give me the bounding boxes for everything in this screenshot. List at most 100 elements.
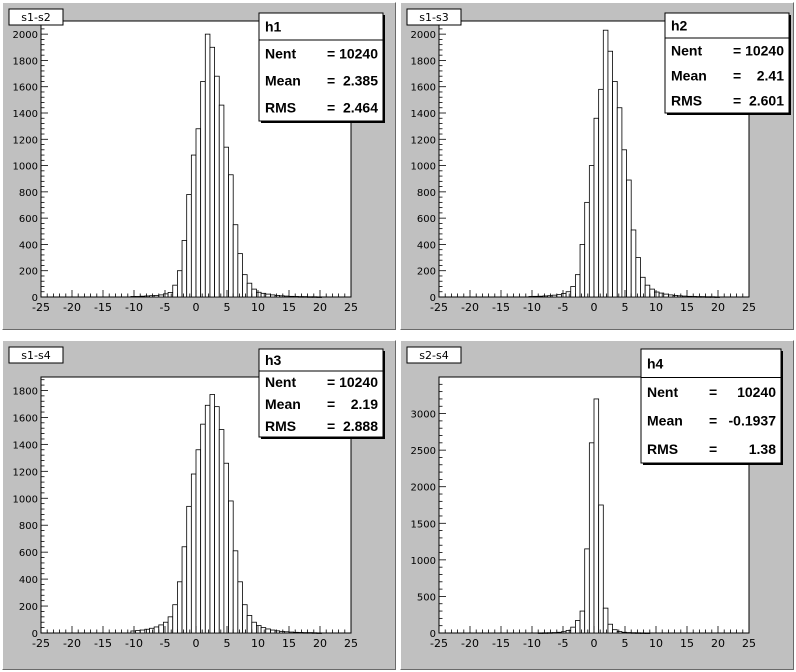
- histogram-bar: [588, 442, 595, 634]
- histogram-bar: [135, 630, 141, 634]
- histogram-bar: [186, 194, 192, 298]
- stats-value: -0.1937: [729, 412, 777, 428]
- histogram-bar: [709, 296, 716, 298]
- histogram-bar: [579, 244, 586, 298]
- stats-label: Nent: [265, 374, 296, 390]
- histogram-bar: [232, 224, 239, 298]
- y-tick-label: 400: [417, 240, 436, 251]
- x-tick-label: 20: [313, 637, 327, 650]
- pad-title: s1-s2: [21, 11, 50, 24]
- histogram-svg: -25 -20 -15 -10 -5 0 5 10 15 20 25 0 200 400 600 800 100…: [406, 8, 791, 314]
- x-tick-label: 0: [193, 637, 200, 650]
- x-tick-label: -25: [430, 301, 448, 314]
- x-tick-label: -25: [32, 301, 50, 314]
- x-tick-label: -20: [461, 637, 479, 650]
- histogram-bar: [556, 631, 562, 634]
- y-tick-label: 1600: [13, 83, 38, 94]
- stats-name: h2: [671, 18, 688, 34]
- histogram-bar: [302, 632, 309, 634]
- histogram-bar: [144, 628, 150, 634]
- stats-label: RMS: [265, 100, 296, 116]
- pad-s1-s3[interactable]: -25 -20 -15 -10 -5 0 5 10 15 20 25 0 200 400 600 800 100…: [400, 2, 794, 330]
- histogram-bar: [223, 146, 229, 298]
- histogram-bar: [288, 295, 295, 298]
- stats-label: Nent: [671, 43, 702, 59]
- y-tick-label: 200: [19, 602, 38, 613]
- y-axis: 0 200 400 600 800 1000 1200 1400 1600 1800 2000: [13, 23, 48, 304]
- histogram-bar: [635, 632, 641, 634]
- histogram-bar: [144, 295, 150, 298]
- y-tick-label: 1800: [13, 386, 38, 397]
- stats-label: Nent: [647, 384, 678, 400]
- x-tick-label: -20: [461, 301, 479, 314]
- y-tick-label: 2500: [411, 446, 436, 457]
- x-tick-label: 0: [193, 301, 200, 314]
- histogram-bar: [630, 632, 637, 634]
- y-tick-label: 1200: [13, 135, 38, 146]
- y-tick-label: 0: [430, 629, 436, 640]
- stats-equals: =: [327, 396, 335, 412]
- x-tick-label: 10: [649, 637, 663, 650]
- x-tick-label: -5: [558, 637, 569, 650]
- x-tick-label: -5: [160, 637, 171, 650]
- y-tick-label: 0: [32, 629, 38, 640]
- y-tick-label: 0: [430, 293, 436, 304]
- histogram-bar: [686, 295, 693, 298]
- x-tick-label: 0: [591, 637, 598, 650]
- y-tick-label: 3000: [411, 410, 436, 421]
- histogram-bar: [644, 632, 651, 634]
- histogram-bar: [700, 296, 707, 298]
- histogram-bar: [542, 632, 548, 634]
- histogram-bar: [621, 149, 627, 298]
- y-tick-label: 2000: [411, 30, 436, 41]
- y-tick-label: 1800: [411, 56, 436, 67]
- stats-box: [640, 348, 782, 464]
- x-tick-label: 5: [224, 301, 231, 314]
- stats-equals: =: [733, 93, 741, 109]
- y-tick-label: 200: [417, 267, 436, 278]
- x-tick-label: 10: [251, 637, 265, 650]
- histogram-bar: [598, 504, 604, 634]
- y-tick-label: 1400: [13, 109, 38, 120]
- histogram-bar: [149, 295, 155, 298]
- pad-title-box: [8, 8, 64, 26]
- histogram-bar: [311, 632, 318, 634]
- histogram-bar: [269, 294, 276, 298]
- histogram-bar: [139, 629, 146, 634]
- stats-box: [258, 348, 384, 438]
- stats-label: Nent: [265, 46, 296, 62]
- histogram-bar: [705, 296, 711, 298]
- stats-label: RMS: [671, 93, 702, 109]
- pad-s1-s4[interactable]: -25 -20 -15 -10 -5 0 5 10 15 20 25 0 200 400 600 800 100…: [2, 340, 396, 670]
- stats-equals: =: [733, 68, 741, 84]
- histogram-bar: [607, 50, 613, 298]
- histogram-svg: -25 -20 -15 -10 -5 0 5 10 15 20 25 0 500 1000 1500 2000…: [406, 346, 783, 650]
- pad-s1-s2[interactable]: -25 -20 -15 -10 -5 0 5 10 15 20 25 0 200 400 600 800 100…: [2, 2, 396, 330]
- stats-box: [258, 12, 384, 122]
- histogram-bar: [293, 296, 299, 298]
- histogram-bar: [256, 291, 262, 298]
- histogram-bar: [195, 128, 202, 298]
- x-tick-label: -5: [160, 301, 171, 314]
- histogram-bar: [237, 253, 243, 298]
- histogram-bar: [644, 284, 651, 298]
- histogram-bar: [172, 284, 178, 298]
- stats-equals: =: [327, 100, 335, 116]
- histogram-bar: [621, 631, 627, 634]
- histogram-bar: [672, 295, 679, 298]
- histogram-bar: [232, 550, 239, 634]
- histogram-bar: [214, 75, 220, 298]
- pad-s2-s4[interactable]: -25 -20 -15 -10 -5 0 5 10 15 20 25 0 500 1000 1500 2000…: [400, 340, 794, 670]
- histogram-bar: [691, 296, 697, 298]
- y-tick-label: 600: [417, 214, 436, 225]
- y-tick-label: 600: [19, 548, 38, 559]
- histogram-bar: [218, 429, 225, 634]
- histogram-bar: [242, 274, 248, 298]
- histogram-bar: [565, 291, 572, 298]
- histogram-bar: [602, 607, 609, 634]
- x-tick-label: 10: [251, 301, 265, 314]
- x-tick-label: -20: [63, 301, 81, 314]
- stats-value: 10240: [339, 46, 378, 62]
- x-tick-label: -10: [125, 637, 143, 650]
- histogram-bar: [616, 631, 623, 634]
